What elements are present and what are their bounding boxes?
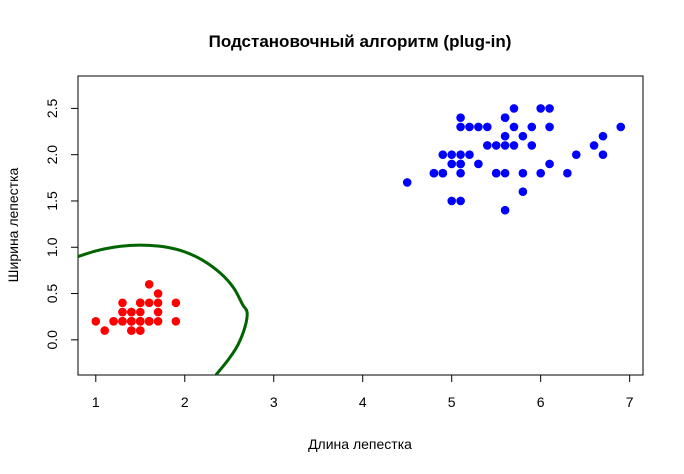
data-point [509, 141, 519, 150]
data-point [171, 298, 181, 308]
data-point [482, 141, 492, 150]
data-point [447, 159, 457, 169]
data-point [456, 196, 465, 206]
data-point [509, 122, 519, 132]
data-point [171, 317, 181, 326]
data-point [518, 187, 528, 197]
data-point [545, 159, 554, 169]
data-point [456, 150, 465, 159]
data-point [109, 317, 118, 326]
data-point [598, 131, 608, 141]
data-point [118, 307, 127, 317]
y-tick-label: 1.0 [44, 237, 60, 257]
data-point [527, 141, 537, 150]
data-point [474, 159, 483, 169]
data-point [527, 122, 537, 132]
data-point [482, 122, 492, 132]
data-point [456, 159, 465, 169]
data-point [616, 122, 626, 132]
data-point [518, 168, 528, 178]
data-point [127, 307, 136, 317]
data-point [456, 168, 465, 178]
data-point [500, 131, 510, 141]
data-point [500, 168, 510, 178]
y-tick-label: 1.5 [44, 191, 60, 211]
data-point [144, 317, 154, 326]
data-point [100, 326, 109, 335]
data-point [127, 326, 136, 335]
data-point [135, 326, 145, 335]
x-tick-label: 7 [626, 394, 634, 410]
data-point [589, 141, 599, 150]
data-point [91, 317, 101, 326]
y-tick-label: 0.0 [44, 330, 60, 350]
data-point [465, 150, 474, 159]
y-tick-label: 2.5 [44, 98, 60, 118]
data-point [465, 122, 474, 132]
data-point [153, 289, 163, 298]
y-axis: 0.0 0.5 1.0 1.5 2.0 2.5 [44, 98, 78, 350]
data-point [127, 317, 136, 326]
data-point [545, 122, 554, 132]
x-tick-label: 4 [359, 394, 367, 410]
data-point [536, 104, 545, 113]
x-axis: 1 2 3 4 5 6 7 [92, 375, 634, 410]
data-point [153, 317, 163, 326]
data-point [500, 141, 510, 150]
x-tick-label: 1 [92, 394, 100, 410]
chart-title: Подстановочный алгоритм (plug-in) [209, 32, 512, 51]
data-point [438, 168, 448, 178]
data-point [536, 168, 545, 178]
y-tick-label: 2.0 [44, 145, 60, 165]
plot-frame [77, 75, 644, 376]
data-point [438, 150, 448, 159]
data-point [135, 298, 145, 308]
data-point [135, 307, 145, 317]
data-point [402, 178, 412, 187]
data-point [563, 168, 572, 178]
decision-boundary-curve [78, 243, 249, 375]
x-tick-label: 5 [448, 394, 456, 410]
data-point [500, 113, 510, 122]
data-point [491, 141, 501, 150]
data-point [153, 298, 163, 308]
x-axis-label: Длина лепестка [308, 436, 412, 452]
data-point [447, 196, 457, 206]
data-point [118, 298, 127, 308]
data-point [474, 122, 483, 132]
x-tick-label: 2 [181, 394, 189, 410]
data-points [91, 104, 626, 335]
data-point [456, 113, 465, 122]
y-tick-label: 0.5 [44, 284, 60, 304]
data-point [447, 150, 457, 159]
data-point [144, 279, 154, 289]
data-point [500, 205, 510, 215]
data-point [118, 317, 127, 326]
data-point [491, 168, 501, 178]
data-point [518, 131, 528, 141]
data-point [456, 122, 465, 132]
data-point [571, 150, 581, 159]
data-point [598, 150, 608, 159]
data-point [429, 168, 439, 178]
x-tick-label: 3 [270, 394, 278, 410]
data-point [545, 104, 554, 113]
data-point [144, 298, 154, 308]
data-point [153, 307, 163, 317]
data-point [135, 317, 145, 326]
data-point [509, 104, 519, 113]
x-tick-label: 6 [537, 394, 545, 410]
y-axis-label: Ширина лепестка [5, 167, 21, 282]
